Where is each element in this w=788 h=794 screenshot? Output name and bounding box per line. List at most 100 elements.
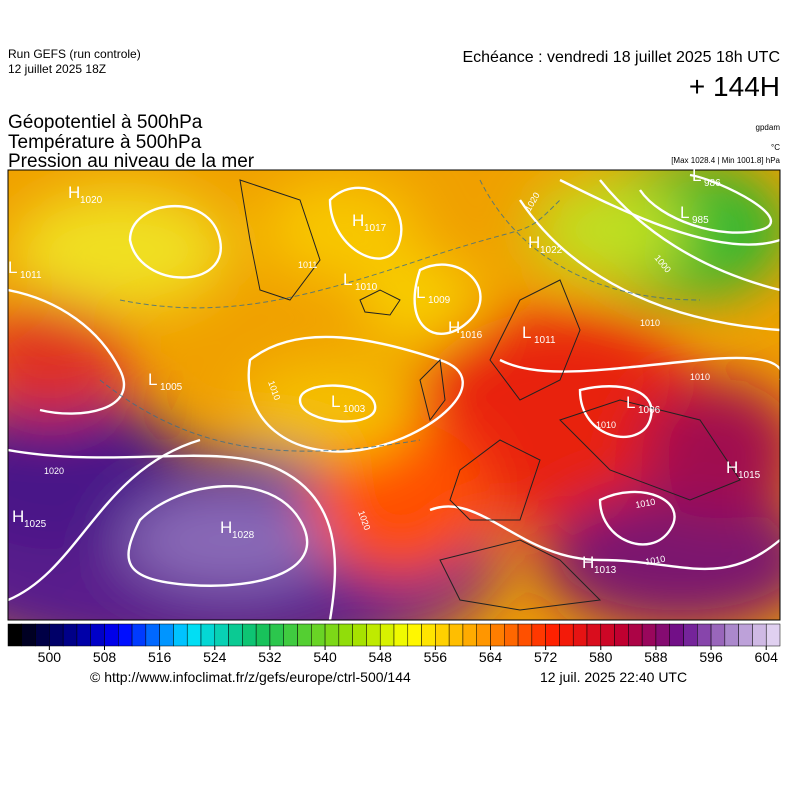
run-label: Run GEFS (run controle) — [8, 47, 141, 61]
colorbar-tick-label: 588 — [644, 649, 668, 665]
colorbar-swatch — [614, 623, 629, 647]
pressure-letter: L — [626, 393, 635, 412]
pressure-value: 1025 — [24, 519, 47, 530]
colorbar-swatch — [62, 623, 78, 647]
pressure-letter: L — [343, 270, 352, 289]
colorbar-swatch — [145, 623, 160, 647]
pressure-letter: L — [8, 258, 17, 277]
map — [8, 170, 780, 620]
colorbar-swatch — [545, 623, 560, 647]
pressure-letter: H — [352, 211, 364, 230]
colorbar-swatch — [517, 623, 533, 647]
colorbar-tick-label: 564 — [479, 649, 503, 665]
field-title: Température à 500hPa — [8, 132, 202, 153]
colorbar-swatch — [338, 623, 353, 647]
pressure-letter: L — [692, 166, 701, 185]
source-credit: © http://www.infoclimat.fr/z/gefs/europe… — [90, 669, 411, 685]
pressure-value: 1011 — [20, 270, 42, 281]
colorbar-swatch — [669, 623, 684, 647]
colorbar-swatch — [490, 623, 505, 647]
colorbar-tick-label: 604 — [755, 649, 779, 665]
isobar-label: 1010 — [690, 372, 710, 382]
colorbar-swatch — [118, 623, 133, 647]
run-date: 12 juillet 2025 18Z — [8, 62, 106, 76]
colorbar-swatch — [738, 623, 753, 647]
colorbar-swatch — [186, 623, 202, 647]
colorbar-swatch — [710, 623, 726, 647]
colorbar-swatch — [104, 623, 119, 647]
pressure-value: 1015 — [738, 470, 761, 481]
colorbar-swatch — [214, 623, 229, 647]
colorbar-swatch — [21, 623, 36, 647]
colorbar-swatch — [683, 623, 698, 647]
colorbar: 500 508 516 524 532 540 548 556 564 572 580 588 596 6… — [7, 623, 781, 665]
colorbar-swatch — [352, 623, 367, 647]
colorbar-swatch — [600, 623, 615, 647]
colorbar-swatch — [49, 623, 64, 647]
colorbar-swatch — [559, 623, 574, 647]
isobar-label: 1010 — [640, 318, 660, 328]
pressure-letter: H — [528, 233, 540, 252]
map-frame — [7, 169, 781, 621]
colorbar-swatch — [90, 623, 105, 647]
colorbar-swatch — [297, 623, 312, 647]
colorbar-swatch — [476, 623, 491, 647]
pressure-value: 1020 — [80, 195, 103, 206]
colorbar-swatch — [159, 623, 174, 647]
colorbar-tick-label: 500 — [38, 649, 62, 665]
extremes: [Max 1028.4 | Min 1001.8] hPa — [671, 156, 780, 165]
colorbar-swatch — [393, 623, 409, 647]
colorbar-swatch — [35, 623, 50, 647]
colorbar-swatch — [586, 623, 602, 647]
colorbar-swatch — [173, 623, 188, 647]
colorbar-swatch — [641, 623, 657, 647]
isobar-label: 1011 — [298, 260, 317, 270]
colorbar-tick-label: 524 — [203, 649, 227, 665]
pressure-value: 1003 — [343, 404, 366, 415]
pressure-value: 1005 — [160, 382, 183, 393]
field-title: Géopotentiel à 500hPa — [8, 112, 203, 133]
colorbar-swatch — [697, 623, 712, 647]
field-title: Pression au niveau de la mer — [8, 151, 255, 172]
colorbar-tick-label: 580 — [589, 649, 613, 665]
colorbar-swatch — [311, 623, 326, 647]
unit: gpdam — [756, 123, 781, 132]
colorbar-tick-label: 572 — [534, 649, 558, 665]
colorbar-swatch — [435, 623, 450, 647]
pressure-letter: H — [726, 458, 738, 477]
colorbar-swatch — [421, 623, 436, 647]
colorbar-swatch — [752, 623, 767, 647]
colorbar-swatch — [7, 623, 23, 647]
colorbar-swatch — [379, 623, 395, 647]
isobar-label: 1010 — [635, 497, 656, 510]
colorbar-swatch — [366, 623, 381, 647]
pressure-letter: H — [12, 507, 24, 526]
pressure-value: 1006 — [638, 405, 661, 416]
colorbar-swatch — [283, 623, 298, 647]
colorbar-swatch — [572, 623, 588, 647]
colorbar-swatch — [76, 623, 91, 647]
pressure-value: 1010 — [355, 282, 378, 293]
unit: °C — [771, 143, 780, 152]
pressure-letter: H — [448, 318, 460, 337]
colorbar-tick-label: 540 — [313, 649, 337, 665]
pressure-value: 1016 — [460, 330, 483, 341]
colorbar-swatch — [655, 623, 670, 647]
lead-time: + 144H — [689, 71, 780, 102]
colorbar-swatch — [765, 623, 781, 647]
pressure-letter: H — [220, 518, 232, 537]
pressure-value: 1017 — [364, 223, 387, 234]
pressure-value: 985 — [692, 215, 709, 226]
colorbar-tick-label: 532 — [258, 649, 282, 665]
pressure-letter: L — [148, 370, 157, 389]
colorbar-swatch — [448, 623, 464, 647]
pressure-letter: H — [68, 183, 80, 202]
pressure-letter: L — [331, 392, 340, 411]
pressure-value: 986 — [704, 178, 721, 189]
colorbar-tick-label: 508 — [93, 649, 117, 665]
colorbar-swatch — [228, 623, 243, 647]
colorbar-tick-label: 516 — [148, 649, 172, 665]
isobar-label: 1020 — [44, 466, 64, 476]
colorbar-swatch — [724, 623, 739, 647]
